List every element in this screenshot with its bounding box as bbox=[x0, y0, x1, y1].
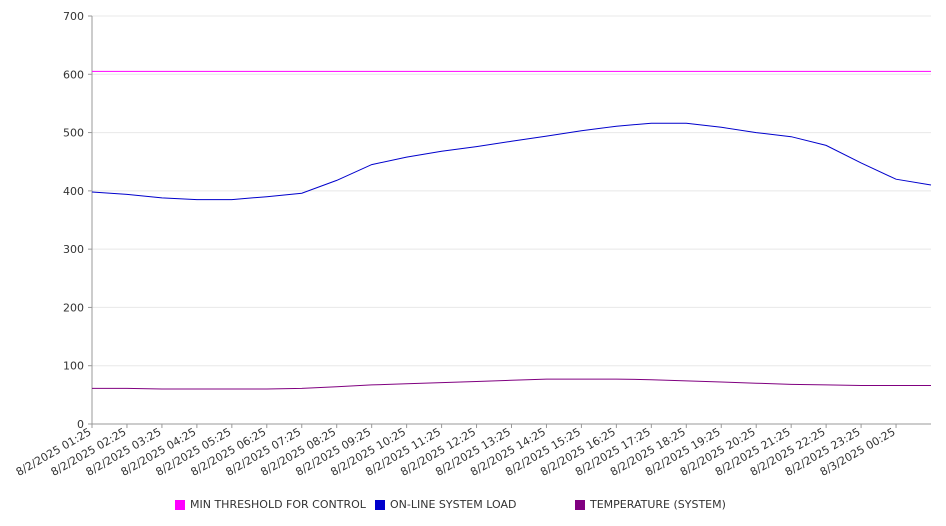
legend-item: TEMPERATURE (SYSTEM) bbox=[575, 498, 726, 511]
x-axis-ticks: 8/2/2025 01:258/2/2025 02:258/2/2025 03:… bbox=[14, 424, 898, 479]
y-tick-label: 200 bbox=[63, 301, 84, 314]
legend-label: TEMPERATURE (SYSTEM) bbox=[590, 498, 726, 511]
legend-label: MIN THRESHOLD FOR CONTROL bbox=[190, 498, 366, 511]
legend-swatch bbox=[375, 499, 385, 510]
y-tick-label: 400 bbox=[63, 185, 84, 198]
y-tick-label: 300 bbox=[63, 243, 84, 256]
y-axis-ticks: 0 100 200 300 400 500 600 700 bbox=[63, 10, 92, 431]
legend-item: MIN THRESHOLD FOR CONTROL bbox=[175, 498, 366, 511]
y-tick-label: 600 bbox=[63, 68, 84, 81]
series-line bbox=[92, 378, 931, 390]
legend-label: ON-LINE SYSTEM LOAD bbox=[390, 498, 517, 511]
grid-lines bbox=[92, 15, 931, 367]
series-lines bbox=[91, 70, 932, 390]
legend-swatch bbox=[175, 499, 185, 510]
y-tick-label: 700 bbox=[63, 10, 84, 23]
legend-swatch bbox=[575, 499, 585, 510]
y-tick-label: 100 bbox=[63, 360, 84, 373]
y-tick-label: 0 bbox=[77, 418, 84, 431]
axes bbox=[91, 16, 931, 425]
y-tick-label: 500 bbox=[63, 127, 84, 140]
legend: MIN THRESHOLD FOR CONTROL ON-LINE SYSTEM … bbox=[0, 498, 946, 514]
series-line bbox=[91, 122, 932, 201]
legend-item: ON-LINE SYSTEM LOAD bbox=[375, 498, 516, 511]
